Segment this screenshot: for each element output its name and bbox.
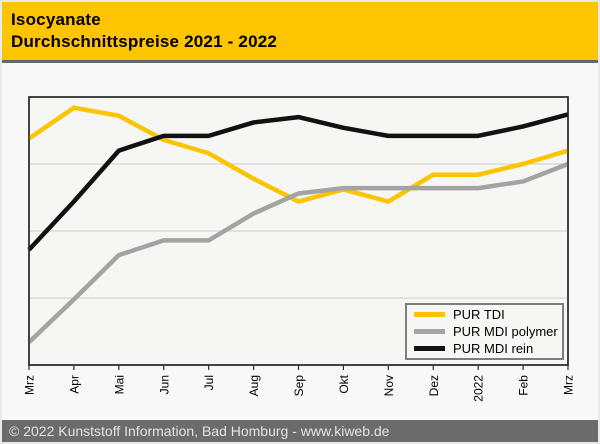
x-axis-label: Mrz [23, 375, 37, 395]
legend-item-pur-tdi: PUR TDI [414, 307, 562, 322]
x-axis-label: Jun [157, 375, 171, 394]
plot-area: Mrz Apr Mai Jun Jul Aug Sep Okt Nov Dez 2022 Feb Mrz [23, 96, 576, 402]
legend-item-pur-mdi-polymer: PUR MDI polymer [414, 324, 562, 339]
series-line-pur-tdi [27, 105, 569, 204]
x-axis-label: Mrz [562, 375, 576, 395]
legend-swatch-pur-tdi [414, 312, 445, 317]
x-axis-label: Dez [427, 375, 441, 396]
legend-item-pur-mdi-rein: PUR MDI rein [414, 341, 562, 356]
x-axis-label: Feb [517, 375, 531, 396]
chart-header: Isocyanate Durchschnittspreise 2021 - 20… [2, 2, 598, 60]
x-axis-label: 2022 [472, 375, 486, 402]
page-title: Isocyanate [11, 10, 101, 29]
x-axis-label: Okt [337, 374, 351, 393]
legend-label-pur-mdi-rein: PUR MDI rein [453, 341, 534, 356]
x-axis-label: Sep [292, 375, 306, 397]
x-axis-label: Mai [112, 375, 126, 394]
legend-label-pur-mdi-polymer: PUR MDI polymer [453, 324, 558, 339]
x-axis-label: Jul [202, 375, 216, 390]
x-axis-label: Nov [382, 375, 396, 396]
legend-swatch-pur-mdi-rein [414, 346, 445, 351]
legend-swatch-pur-mdi-polymer [414, 329, 445, 334]
x-axis-label: Aug [247, 375, 261, 396]
copyright-bar: © 2022 Kunststoff Information, Bad Hombu… [2, 420, 598, 442]
header-divider [2, 60, 598, 63]
series-line-pur-mdi-polymer [27, 161, 569, 344]
page-subtitle: Durchschnittspreise 2021 - 2022 [11, 32, 278, 51]
chart-legend: PUR TDI PUR MDI polymer PUR MDI rein [405, 303, 564, 360]
series-line-pur-mdi-rein [27, 112, 569, 252]
x-axis-label: Apr [67, 375, 81, 394]
legend-label-pur-tdi: PUR TDI [453, 307, 505, 322]
